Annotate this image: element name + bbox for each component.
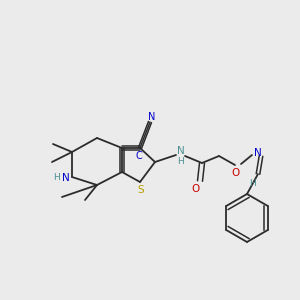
Text: N: N: [254, 148, 262, 158]
Text: O: O: [232, 168, 240, 178]
Text: H: H: [250, 178, 256, 188]
Text: S: S: [138, 185, 144, 195]
Text: H: H: [54, 173, 60, 182]
Text: O: O: [191, 184, 199, 194]
Text: N: N: [177, 146, 185, 156]
Text: H: H: [178, 157, 184, 166]
Text: N: N: [62, 173, 70, 183]
Text: C: C: [136, 151, 142, 161]
Text: N: N: [148, 112, 156, 122]
